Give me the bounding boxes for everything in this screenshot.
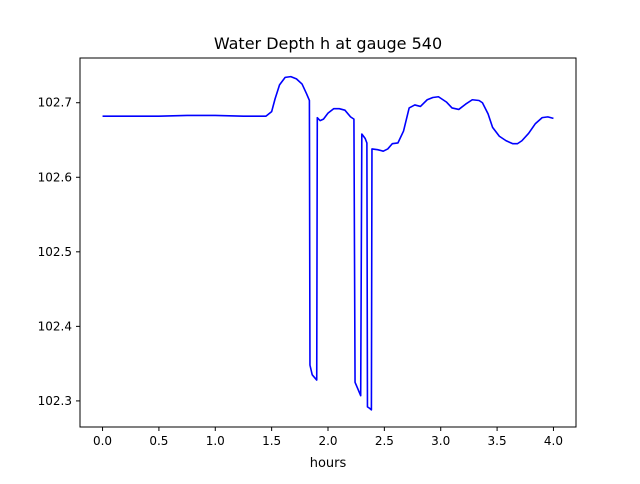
series-layer	[102, 75, 554, 411]
x-tick-label: 0.5	[149, 434, 168, 448]
x-tick-label: 0.0	[93, 434, 112, 448]
y-tick-label: 102.7	[38, 96, 72, 110]
chart-title: Water Depth h at gauge 540	[214, 34, 442, 53]
series-line	[102, 75, 554, 411]
x-tick-label: 4.0	[544, 434, 563, 448]
x-tick-label: 2.5	[375, 434, 394, 448]
x-tick-label: 1.0	[206, 434, 225, 448]
y-axis: 102.3 102.4 102.5 102.6 102.7	[38, 96, 80, 408]
x-tick-label: 3.0	[431, 434, 450, 448]
x-tick-label: 3.5	[488, 434, 507, 448]
x-axis-label: hours	[310, 456, 347, 471]
y-tick-label: 102.6	[38, 170, 72, 184]
x-axis: 0.0 0.5 1.0 1.5 2.0 2.5 3.0 3.5 4.0	[93, 427, 563, 448]
y-tick-label: 102.5	[38, 245, 72, 259]
y-tick-label: 102.3	[38, 394, 72, 408]
x-tick-label: 2.0	[318, 434, 337, 448]
y-tick-label: 102.4	[38, 319, 72, 333]
x-tick-label: 1.5	[262, 434, 281, 448]
plot-area	[80, 58, 576, 427]
